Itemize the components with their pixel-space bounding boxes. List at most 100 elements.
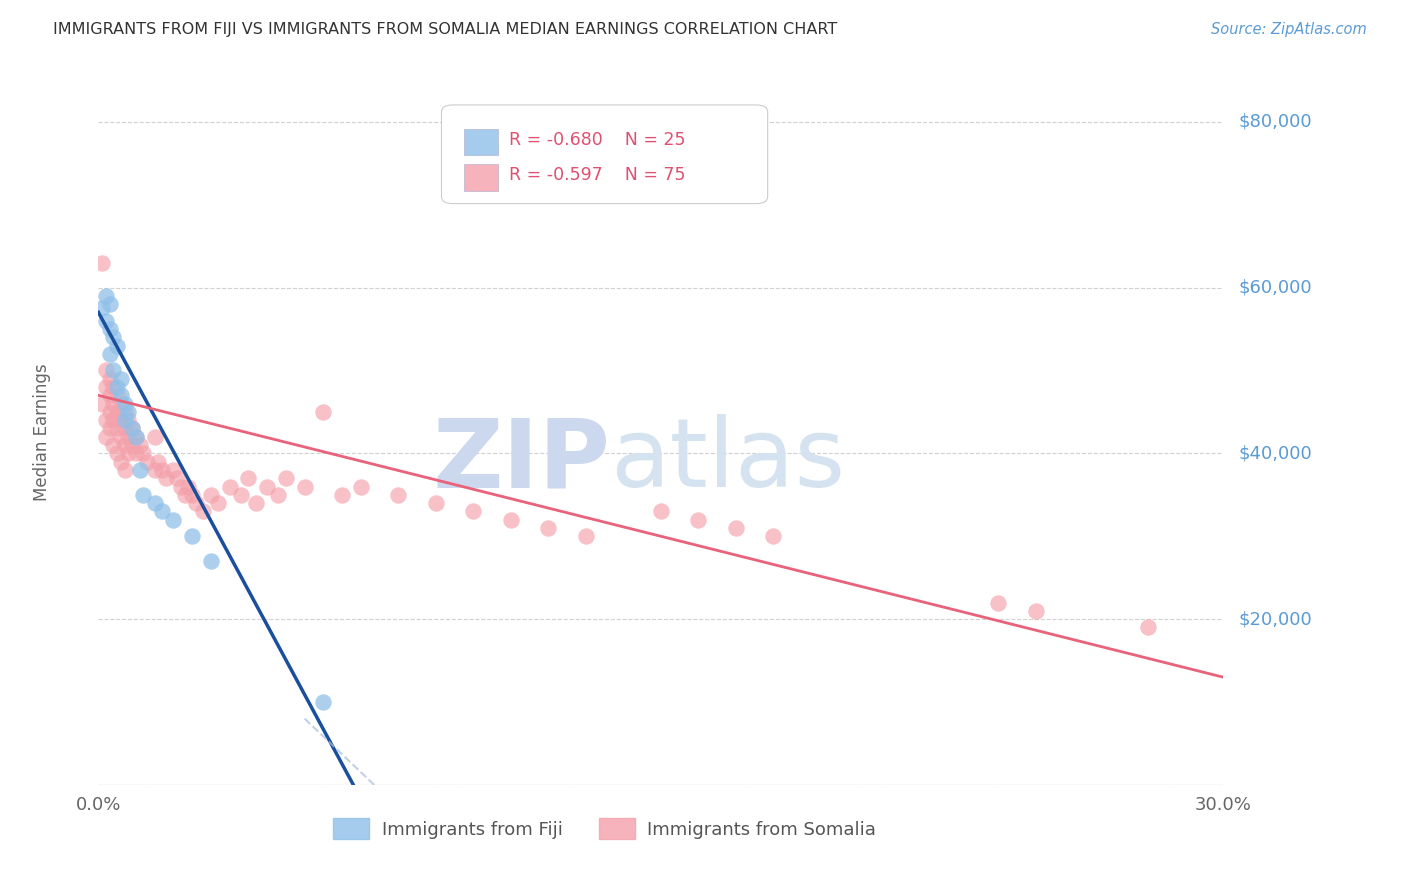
Point [537,521,560,535]
Point [181,488,204,502]
Point [200,554,222,568]
Point [114,396,136,410]
Point [274,471,297,485]
Point [103,330,125,344]
Point [132,446,155,460]
Point [177,479,200,493]
Point [162,463,184,477]
Point [110,430,132,444]
Point [724,521,747,535]
Point [294,479,316,493]
Point [98,405,121,419]
Point [105,380,128,394]
Text: IMMIGRANTS FROM FIJI VS IMMIGRANTS FROM SOMALIA MEDIAN EARNINGS CORRELATION CHAR: IMMIGRANTS FROM FIJI VS IMMIGRANTS FROM … [53,22,838,37]
Point [103,380,125,394]
Text: $60,000: $60,000 [1239,278,1312,296]
Point [114,438,136,452]
Point [125,430,148,444]
Point [463,504,485,518]
Point [181,529,204,543]
Point [98,372,121,386]
Point [114,463,136,477]
Point [110,396,132,410]
Point [110,413,132,427]
Point [184,496,207,510]
Point [200,488,222,502]
Point [105,421,128,435]
Point [105,388,128,402]
Point [143,496,166,510]
Point [987,596,1010,610]
Point [105,338,128,352]
Point [98,322,121,336]
Point [650,504,672,518]
Point [110,388,132,402]
Point [91,396,114,410]
Text: $80,000: $80,000 [1239,112,1312,131]
FancyBboxPatch shape [441,105,768,203]
Point [1025,604,1047,618]
Point [170,479,193,493]
Point [105,405,128,419]
Text: atlas: atlas [610,414,845,508]
Point [98,297,121,311]
Point [312,695,335,709]
Text: Median Earnings: Median Earnings [34,364,51,501]
Text: Source: ZipAtlas.com: Source: ZipAtlas.com [1211,22,1367,37]
Point [125,430,148,444]
Point [103,413,125,427]
Point [148,455,170,469]
Point [103,396,125,410]
Point [218,479,240,493]
Point [121,421,143,435]
Point [1137,620,1160,634]
Point [125,446,148,460]
Point [499,513,522,527]
FancyBboxPatch shape [464,128,498,155]
Point [238,471,260,485]
Point [762,529,785,543]
Point [94,413,117,427]
Point [103,363,125,377]
Point [688,513,710,527]
Point [110,372,132,386]
Point [117,430,139,444]
Point [98,347,121,361]
Point [117,446,139,460]
Point [94,363,117,377]
Point [425,496,447,510]
Legend: Immigrants from Fiji, Immigrants from Somalia: Immigrants from Fiji, Immigrants from So… [326,811,883,847]
Point [132,488,155,502]
Point [256,479,278,493]
Point [267,488,290,502]
Point [103,438,125,452]
Point [128,438,150,452]
Point [150,504,173,518]
Point [229,488,252,502]
Point [128,463,150,477]
Point [117,405,139,419]
Text: $20,000: $20,000 [1239,610,1312,628]
Point [91,301,114,316]
Point [312,405,335,419]
Point [350,479,373,493]
Text: $40,000: $40,000 [1239,444,1312,462]
Point [150,463,173,477]
Point [121,421,143,435]
Text: R = -0.680    N = 25: R = -0.680 N = 25 [509,131,686,149]
Point [117,413,139,427]
Point [136,455,159,469]
Point [193,504,215,518]
Point [98,388,121,402]
Point [207,496,229,510]
Point [114,405,136,419]
Point [114,421,136,435]
Point [155,471,177,485]
Point [94,289,117,303]
Point [94,314,117,328]
Text: ZIP: ZIP [432,414,610,508]
Point [575,529,598,543]
Point [173,488,195,502]
Point [98,421,121,435]
Point [166,471,188,485]
